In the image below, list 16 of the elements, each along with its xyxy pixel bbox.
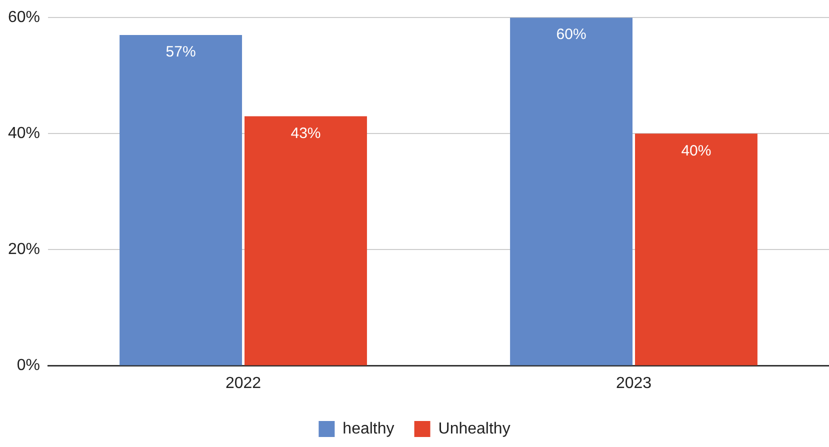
bar [510, 18, 633, 366]
legend-label: healthy [342, 420, 394, 438]
y-tick-label: 60% [8, 9, 40, 26]
x-tick-label: 2023 [616, 374, 652, 392]
data-label: 57% [166, 44, 196, 61]
y-tick-label: 0% [16, 357, 40, 374]
y-tick-label: 20% [8, 241, 40, 258]
x-tick-label: 2022 [225, 374, 262, 392]
bar [635, 134, 758, 366]
bar [244, 116, 367, 366]
legend-label: Unhealthy [438, 420, 510, 438]
y-tick-label: 40% [8, 125, 40, 142]
data-label: 43% [290, 124, 321, 142]
data-label: 40% [681, 142, 712, 160]
data-label: 60% [556, 26, 586, 44]
bar [120, 35, 242, 366]
